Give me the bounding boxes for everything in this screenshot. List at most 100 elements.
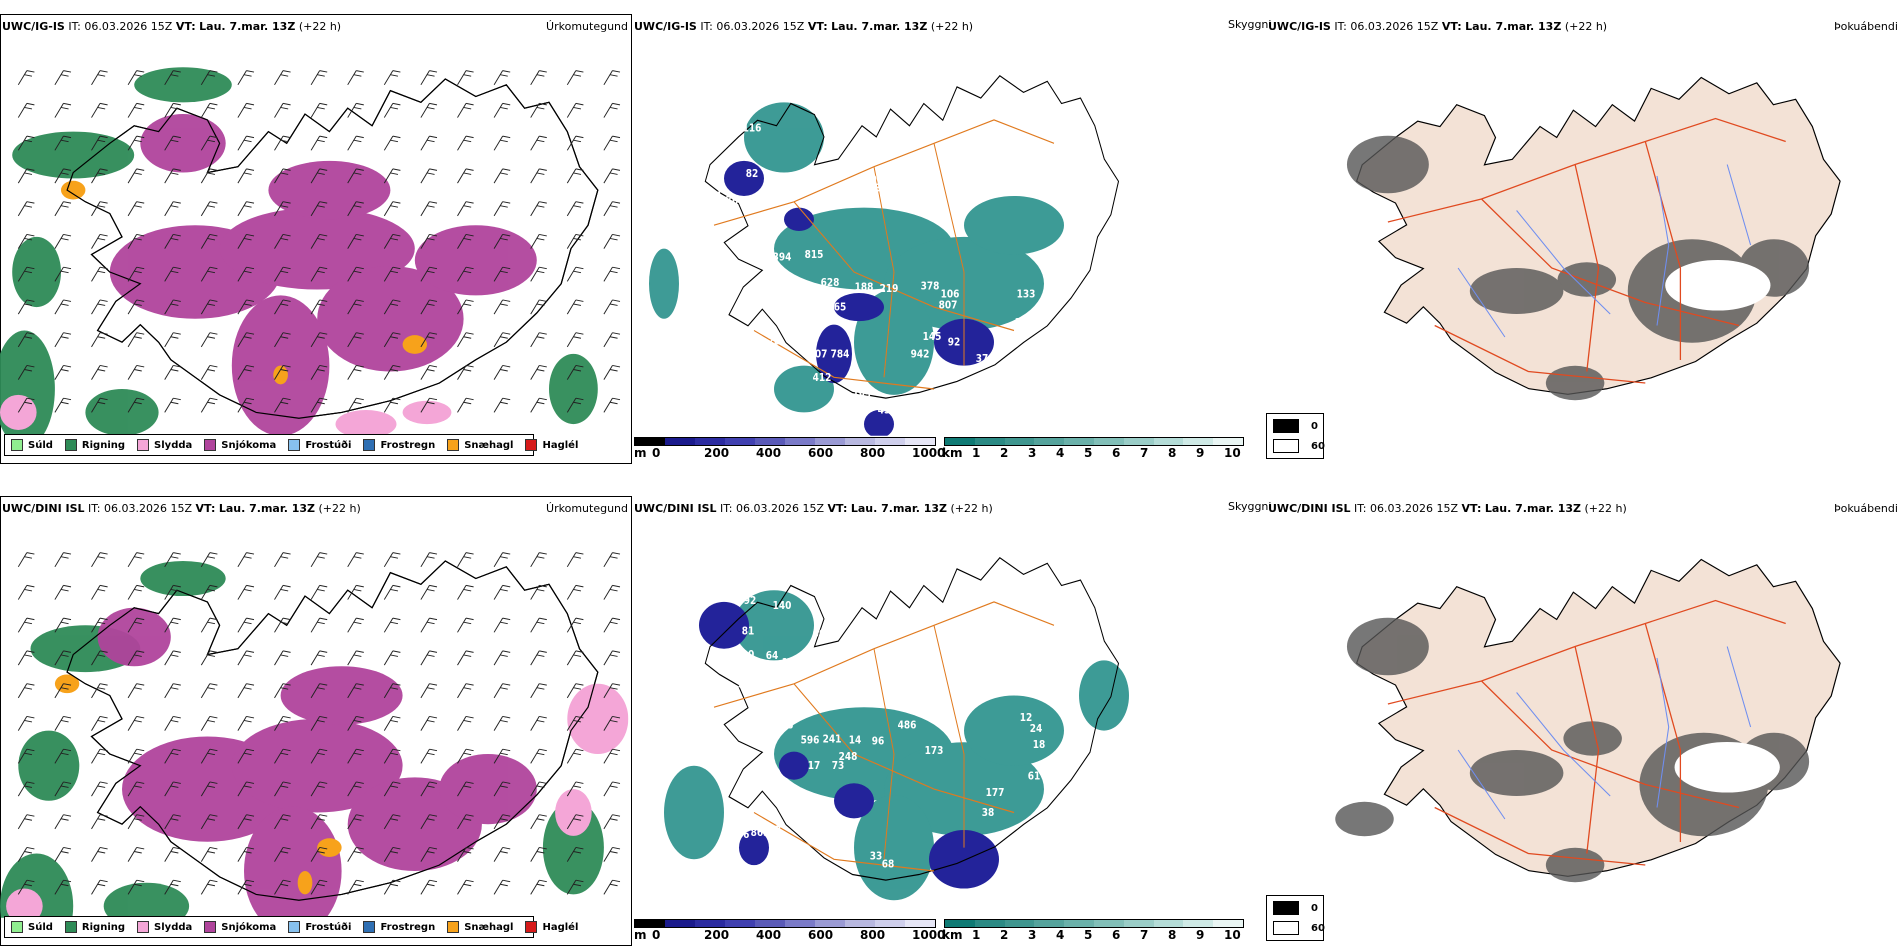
wind-barb xyxy=(164,299,181,315)
wind-barb xyxy=(237,748,255,764)
height-label: 24 xyxy=(1030,723,1043,735)
wind-barb xyxy=(91,584,108,600)
wind-barb xyxy=(530,397,547,413)
legend-swatch xyxy=(64,439,77,451)
height-label: 199 xyxy=(1015,317,1034,329)
run-header: UWC/DINI ISL IT: 06.03.2026 15Z VT: Lau.… xyxy=(1268,502,1627,515)
wind-barb xyxy=(383,266,401,282)
wind-barb xyxy=(274,102,291,118)
wind-barb xyxy=(530,552,547,568)
height-label: 76 xyxy=(726,196,739,208)
wind-barb xyxy=(530,650,547,666)
wind-barb xyxy=(566,879,584,895)
precip-legend-item: Rigning xyxy=(64,439,126,451)
init-time: 06.03.2026 15Z xyxy=(1370,502,1459,515)
wind-barb xyxy=(91,781,108,797)
height-label: 267 xyxy=(767,710,786,722)
visibility-scale-unit: km xyxy=(942,446,963,460)
panel-title: Þokuábendi xyxy=(1834,502,1898,515)
legend-swatch xyxy=(64,921,77,933)
wind-barb xyxy=(310,715,328,731)
wind-barb xyxy=(310,650,328,666)
wind-barb xyxy=(164,748,181,764)
wind-barb xyxy=(274,552,291,568)
height-scale-tick: 600 xyxy=(808,928,834,942)
wind-barb xyxy=(493,617,511,633)
wind-barb xyxy=(383,332,401,348)
wind-barb xyxy=(493,364,511,380)
precip-type-map[interactable] xyxy=(0,38,628,436)
precip-type-map[interactable] xyxy=(0,520,629,918)
wind-barb xyxy=(17,135,35,151)
precip-legend-item: Haglél xyxy=(525,439,578,451)
wind-barb xyxy=(274,364,291,380)
wind-barb xyxy=(530,814,547,830)
wind-barb xyxy=(603,683,621,699)
wind-barb xyxy=(383,846,401,862)
wind-barb xyxy=(383,748,401,764)
wind-barb xyxy=(493,650,511,666)
visibility-scale-tick: 7 xyxy=(1140,446,1149,460)
wind-barb xyxy=(383,168,401,184)
init-time-label: IT: xyxy=(720,502,733,515)
wind-barb xyxy=(127,168,145,184)
legend-swatch xyxy=(11,439,23,451)
wind-barb xyxy=(17,70,35,86)
fog-indicator-map[interactable] xyxy=(1306,38,1868,429)
wind-barb xyxy=(383,650,401,666)
fog-indicator-map[interactable] xyxy=(1306,520,1868,911)
wind-barb xyxy=(237,332,255,348)
lead-time: (+22 h) xyxy=(930,20,974,33)
legend-swatch xyxy=(204,921,217,933)
wind-barb xyxy=(493,552,511,568)
wind-barb xyxy=(457,683,474,699)
wind-barb xyxy=(91,683,108,699)
visibility-scale-tick: 8 xyxy=(1168,928,1177,942)
fog-legend-label: 0 xyxy=(1311,902,1318,914)
wind-barb xyxy=(383,683,401,699)
wind-barb xyxy=(383,201,401,217)
visibility-scale-tick: 5 xyxy=(1084,928,1093,942)
legend-label: Súld xyxy=(28,439,53,451)
wind-barb xyxy=(493,814,511,830)
wind-barb xyxy=(274,168,291,184)
wind-barb xyxy=(457,846,474,862)
valid-time: Lau. 7.mar. 13Z xyxy=(850,502,947,515)
wind-barb xyxy=(237,201,255,217)
height-label: 456 xyxy=(731,830,750,842)
wind-barb xyxy=(493,584,511,600)
wind-barb xyxy=(237,683,255,699)
precip-type-panel: UWC/IG-IS IT: 06.03.2026 15Z VT: Lau. 7.… xyxy=(0,14,632,464)
legend-label: Rigning xyxy=(81,439,126,451)
wind-barb xyxy=(566,715,584,731)
init-time-label: IT: xyxy=(700,20,713,33)
height-colorbar xyxy=(634,919,936,928)
wind-barb xyxy=(237,781,255,797)
wind-barb xyxy=(566,168,584,184)
height-scale-tick: 200 xyxy=(704,928,730,942)
wind-barb xyxy=(17,397,35,413)
wind-barb xyxy=(420,650,438,666)
wind-barb xyxy=(237,552,255,568)
wind-barb xyxy=(420,781,438,797)
wind-barb xyxy=(530,879,547,895)
wind-barb xyxy=(127,650,145,666)
wind-barb xyxy=(127,683,145,699)
wind-barb xyxy=(383,715,401,731)
precip-legend-item: Súld xyxy=(11,439,53,451)
height-label: 92 xyxy=(948,337,961,349)
wind-barb xyxy=(164,650,181,666)
height-label: 412 xyxy=(813,372,832,384)
low-ceiling-areas xyxy=(699,601,999,889)
wind-barb xyxy=(17,715,35,731)
wind-barb xyxy=(457,168,474,184)
wind-barb xyxy=(566,617,584,633)
wind-barb xyxy=(164,879,181,895)
wind-barb xyxy=(54,266,72,282)
visibility-scale-ticks: km 1 2 3 4 5 6 7 8 9 10 xyxy=(942,446,1244,462)
wind-barb xyxy=(127,879,145,895)
wind-barb xyxy=(91,201,108,217)
wind-barb xyxy=(237,846,255,862)
